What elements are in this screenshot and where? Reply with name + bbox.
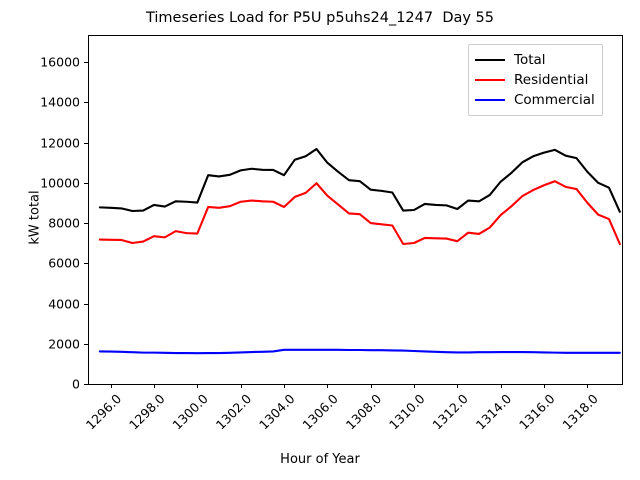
y-axis-tick-mark	[84, 303, 88, 305]
x-axis-tick-mark	[544, 384, 546, 388]
y-axis-tick-label: 6000	[48, 255, 80, 271]
x-axis-tick-mark	[284, 384, 286, 388]
y-axis-tick-label: 8000	[48, 215, 80, 231]
y-axis-tick-label: 4000	[48, 296, 80, 312]
legend-label: Commercial	[514, 92, 595, 108]
legend-item: Total	[475, 50, 595, 70]
series-line	[98, 348, 621, 355]
legend-color-swatch	[475, 79, 505, 81]
x-axis-tick-mark	[110, 384, 112, 388]
y-axis-tick-label: 12000	[40, 135, 80, 151]
x-axis-tick-mark	[500, 384, 502, 388]
y-axis-tick-mark	[84, 182, 88, 184]
x-axis-tick-mark	[327, 384, 329, 388]
legend-color-swatch	[475, 59, 505, 61]
y-axis-tick-label: 2000	[48, 336, 80, 352]
x-axis-tick-mark	[587, 384, 589, 388]
chart-title: Timeseries Load for P5U p5uhs24_1247 Day…	[145, 10, 495, 26]
legend-label: Total	[514, 52, 546, 68]
x-axis-tick-mark	[370, 384, 372, 388]
y-axis-tick-mark	[84, 263, 88, 265]
y-axis-tick-mark	[84, 223, 88, 225]
chart-legend: Total Residential Commercial	[468, 44, 603, 116]
y-axis-tick-mark	[84, 62, 88, 64]
y-axis-tick-mark	[84, 343, 88, 345]
legend-label: Residential	[514, 72, 589, 88]
y-axis-label: kW total	[27, 190, 43, 245]
series-line	[98, 180, 621, 246]
legend-item: Commercial	[475, 90, 595, 110]
x-axis-tick-mark	[240, 384, 242, 388]
x-axis-tick-mark	[414, 384, 416, 388]
y-axis-tick-mark	[84, 384, 88, 386]
legend-color-swatch	[475, 99, 505, 101]
y-axis-tick-label: 0	[72, 376, 80, 392]
x-axis-tick-mark	[457, 384, 459, 388]
y-axis-tick-mark	[84, 142, 88, 144]
y-axis-tick-label: 14000	[40, 94, 80, 110]
x-axis-tick-mark	[154, 384, 156, 388]
y-axis-tick-mark	[84, 102, 88, 104]
series-line	[98, 148, 621, 213]
x-axis-tick-mark	[197, 384, 199, 388]
series-lines	[98, 148, 621, 355]
y-axis-tick-label: 16000	[40, 54, 80, 70]
y-axis-tick-label: 10000	[40, 175, 80, 191]
legend-item: Residential	[475, 70, 595, 90]
x-axis-label: Hour of Year	[280, 452, 360, 467]
